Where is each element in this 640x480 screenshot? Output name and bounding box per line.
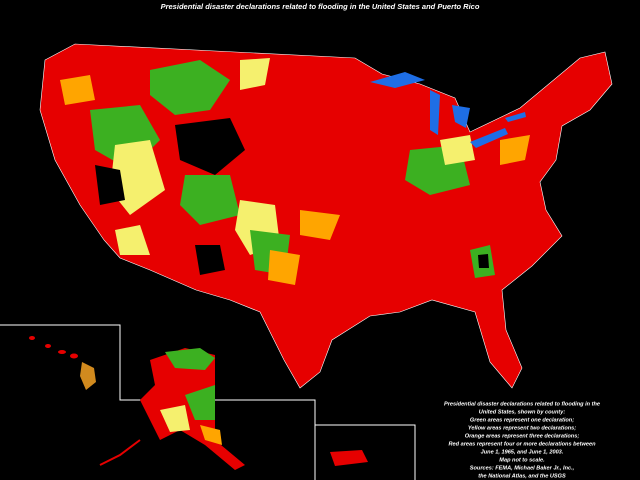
- lake: [470, 128, 508, 148]
- lake: [430, 90, 440, 135]
- lake: [452, 105, 470, 128]
- orange-area: [268, 250, 300, 285]
- note-line: Red areas represent four or more declara…: [448, 441, 596, 447]
- green-area: [185, 385, 215, 420]
- orange-area: [500, 135, 530, 165]
- alaska: [99, 348, 245, 470]
- note-line: Presidential disaster declarations relat…: [444, 401, 600, 407]
- note-line: Yellow areas represent two declarations;: [468, 425, 576, 431]
- green-area: [150, 60, 230, 115]
- no-declaration-area: [175, 118, 245, 175]
- orange-area: [200, 425, 222, 445]
- hawaii: [29, 336, 96, 390]
- note-line: Map not to scale.: [499, 457, 545, 463]
- island: [70, 353, 78, 359]
- island: [58, 350, 66, 354]
- green-area: [180, 175, 240, 225]
- note-line: United States, shown by county:: [479, 409, 566, 415]
- no-declaration-area: [95, 165, 125, 205]
- yellow-area: [240, 58, 270, 90]
- note-line: the National Atlas, and the USGS: [478, 473, 566, 479]
- no-declaration-area: [478, 254, 489, 268]
- orange-area: [300, 210, 340, 240]
- island: [80, 362, 96, 390]
- no-declaration-area: [195, 245, 225, 275]
- yellow-area: [115, 225, 150, 255]
- mainland: [39, 43, 613, 389]
- island: [45, 344, 51, 348]
- yellow-area: [440, 135, 475, 165]
- yellow-area: [160, 405, 190, 432]
- lake: [505, 112, 526, 122]
- inset-frame: [315, 424, 416, 480]
- note-line: Green areas represent one declaration;: [470, 417, 574, 423]
- note-line: Orange areas represent three declaration…: [465, 433, 580, 439]
- note-line: June 1, 1965, and June 1, 2003.: [481, 449, 564, 455]
- orange-area: [60, 75, 95, 105]
- lake: [370, 72, 425, 88]
- island: [29, 336, 35, 340]
- inset-frame: [0, 324, 316, 480]
- map-title: Presidential disaster declarations relat…: [161, 2, 480, 11]
- notes: Presidential disaster declarations relat…: [444, 401, 600, 479]
- green-area: [165, 348, 215, 370]
- aleutians: [99, 439, 141, 466]
- note-line: Sources: FEMA, Michael Baker Jr., Inc.,: [470, 465, 575, 471]
- puerto-rico: [330, 450, 368, 466]
